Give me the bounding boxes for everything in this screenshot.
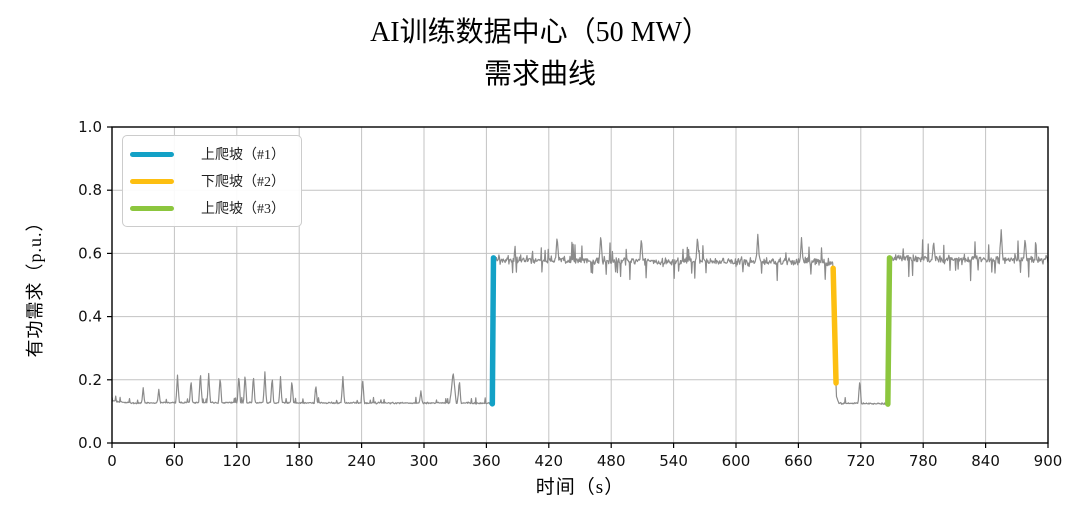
x-tick-label: 840 [971,452,1000,470]
chart-title-line-2: 需求曲线 [483,59,596,90]
y-axis-label: 有功需求（p.u.） [25,212,45,358]
x-tick-label: 720 [846,452,875,470]
x-axis-label: 时间（s） [535,477,625,498]
legend-label-ramp-up-1: 上爬坡（#1） [201,148,285,163]
chart-title: AI训练数据中心（50 MW） 需求曲线 [0,12,1080,96]
legend-swatch-ramp-up-3 [130,205,174,211]
legend-item-ramp-down-2: 下爬坡（#2） [130,171,285,191]
legend-swatch-ramp-down-2 [130,178,174,184]
legend-swatch-ramp-up-1 [130,151,174,157]
y-tick-label: 0.8 [78,181,102,199]
ramp-segment-2 [830,265,839,386]
y-tick-label: 1.0 [78,118,102,136]
x-tick-label: 900 [1034,452,1063,470]
x-tick-label: 180 [285,452,314,470]
legend-item-ramp-up-1: 上爬坡（#1） [130,144,285,164]
y-tick-label: 0.0 [78,434,102,452]
x-tick-label: 60 [165,452,184,470]
axes-frame [111,126,1049,444]
x-tick-label: 480 [597,452,626,470]
x-tick-label: 120 [222,452,251,470]
x-tick-label: 360 [472,452,501,470]
x-tick-label: 0 [107,452,117,470]
x-tick-label: 540 [659,452,688,470]
y-tick-label: 0.6 [78,244,102,262]
x-tick-label: 240 [347,452,376,470]
chart-title-line-1: AI训练数据中心（50 MW） [370,17,710,48]
x-tick-label: 420 [534,452,563,470]
ramp-segment-1 [489,255,497,407]
legend-label-ramp-up-3: 上爬坡（#3） [201,202,285,217]
legend-item-ramp-up-3: 上爬坡（#3） [130,198,285,218]
legend-label-ramp-down-2: 下爬坡（#2） [201,175,285,190]
y-tick-label: 0.4 [78,308,102,326]
x-tick-label: 600 [722,452,751,470]
x-tick-label: 300 [410,452,439,470]
y-tick-label: 0.2 [78,371,102,389]
x-tick-label: 780 [909,452,938,470]
ramp-segment-3 [885,255,893,407]
x-tick-label: 660 [784,452,813,470]
legend: 上爬坡（#1） 下爬坡（#2） 上爬坡（#3） [122,135,302,227]
